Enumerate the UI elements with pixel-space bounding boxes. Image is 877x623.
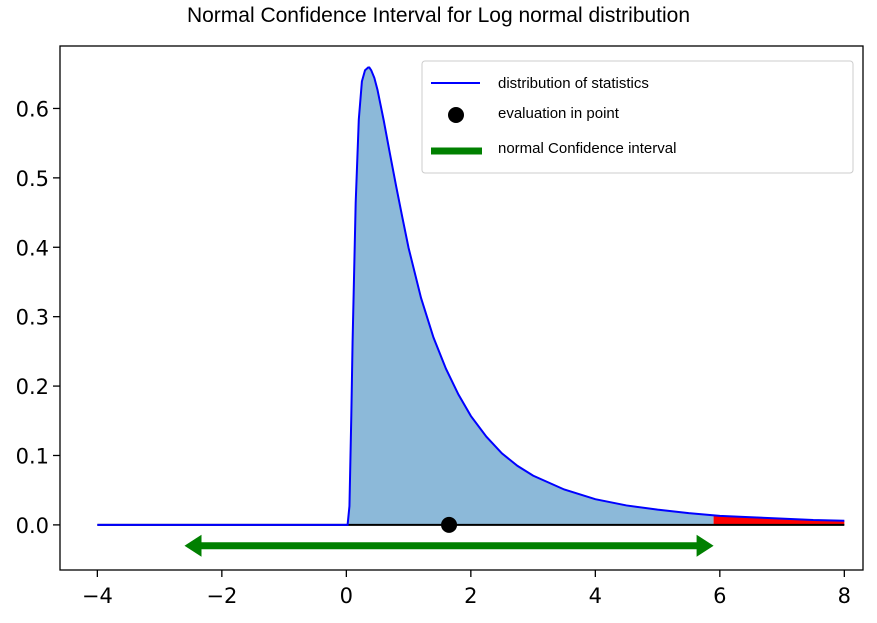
- shaded-region-1: [346, 67, 714, 525]
- y-tick-label: 0.2: [16, 375, 49, 399]
- legend-box: [421, 60, 854, 174]
- confidence-interval-right-head: [696, 534, 714, 557]
- x-tick-label: 8: [838, 584, 851, 608]
- y-tick-label: 0.5: [16, 167, 49, 191]
- legend: distribution of statistics evaluation in …: [421, 60, 854, 174]
- x-tick-label: 2: [464, 584, 477, 608]
- y-tick-label: 0.6: [16, 97, 49, 121]
- plot-frame: [59, 45, 864, 571]
- legend-label: normal Confidence interval: [498, 140, 676, 157]
- x-tick-label: 0: [340, 584, 353, 608]
- x-tick-label: 4: [589, 584, 602, 608]
- confidence-interval-left-head: [184, 534, 202, 557]
- x-tick-label: −2: [206, 584, 237, 608]
- axis-ticks: −4 −2 0 2 4 6 8 0.0 0.1 0.2 0.3 0.4 0.5 0.6: [16, 97, 851, 608]
- y-tick-label: 0.4: [16, 236, 49, 260]
- y-tick-label: 0.1: [16, 444, 49, 468]
- chart-title: Normal Confidence Interval for Log norma…: [186, 4, 691, 27]
- x-tick-label: −4: [82, 584, 113, 608]
- legend-point-handle: [448, 107, 464, 123]
- chart-marks: [97, 66, 845, 557]
- y-tick-label: 0.0: [16, 514, 49, 538]
- legend-label: evaluation in point: [498, 105, 620, 122]
- legend-label: distribution of statistics: [498, 75, 649, 92]
- distribution-curve: [97, 66, 845, 526]
- x-tick-label: 6: [713, 584, 726, 608]
- y-tick-label: 0.3: [16, 306, 49, 330]
- evaluation-point: [441, 516, 458, 533]
